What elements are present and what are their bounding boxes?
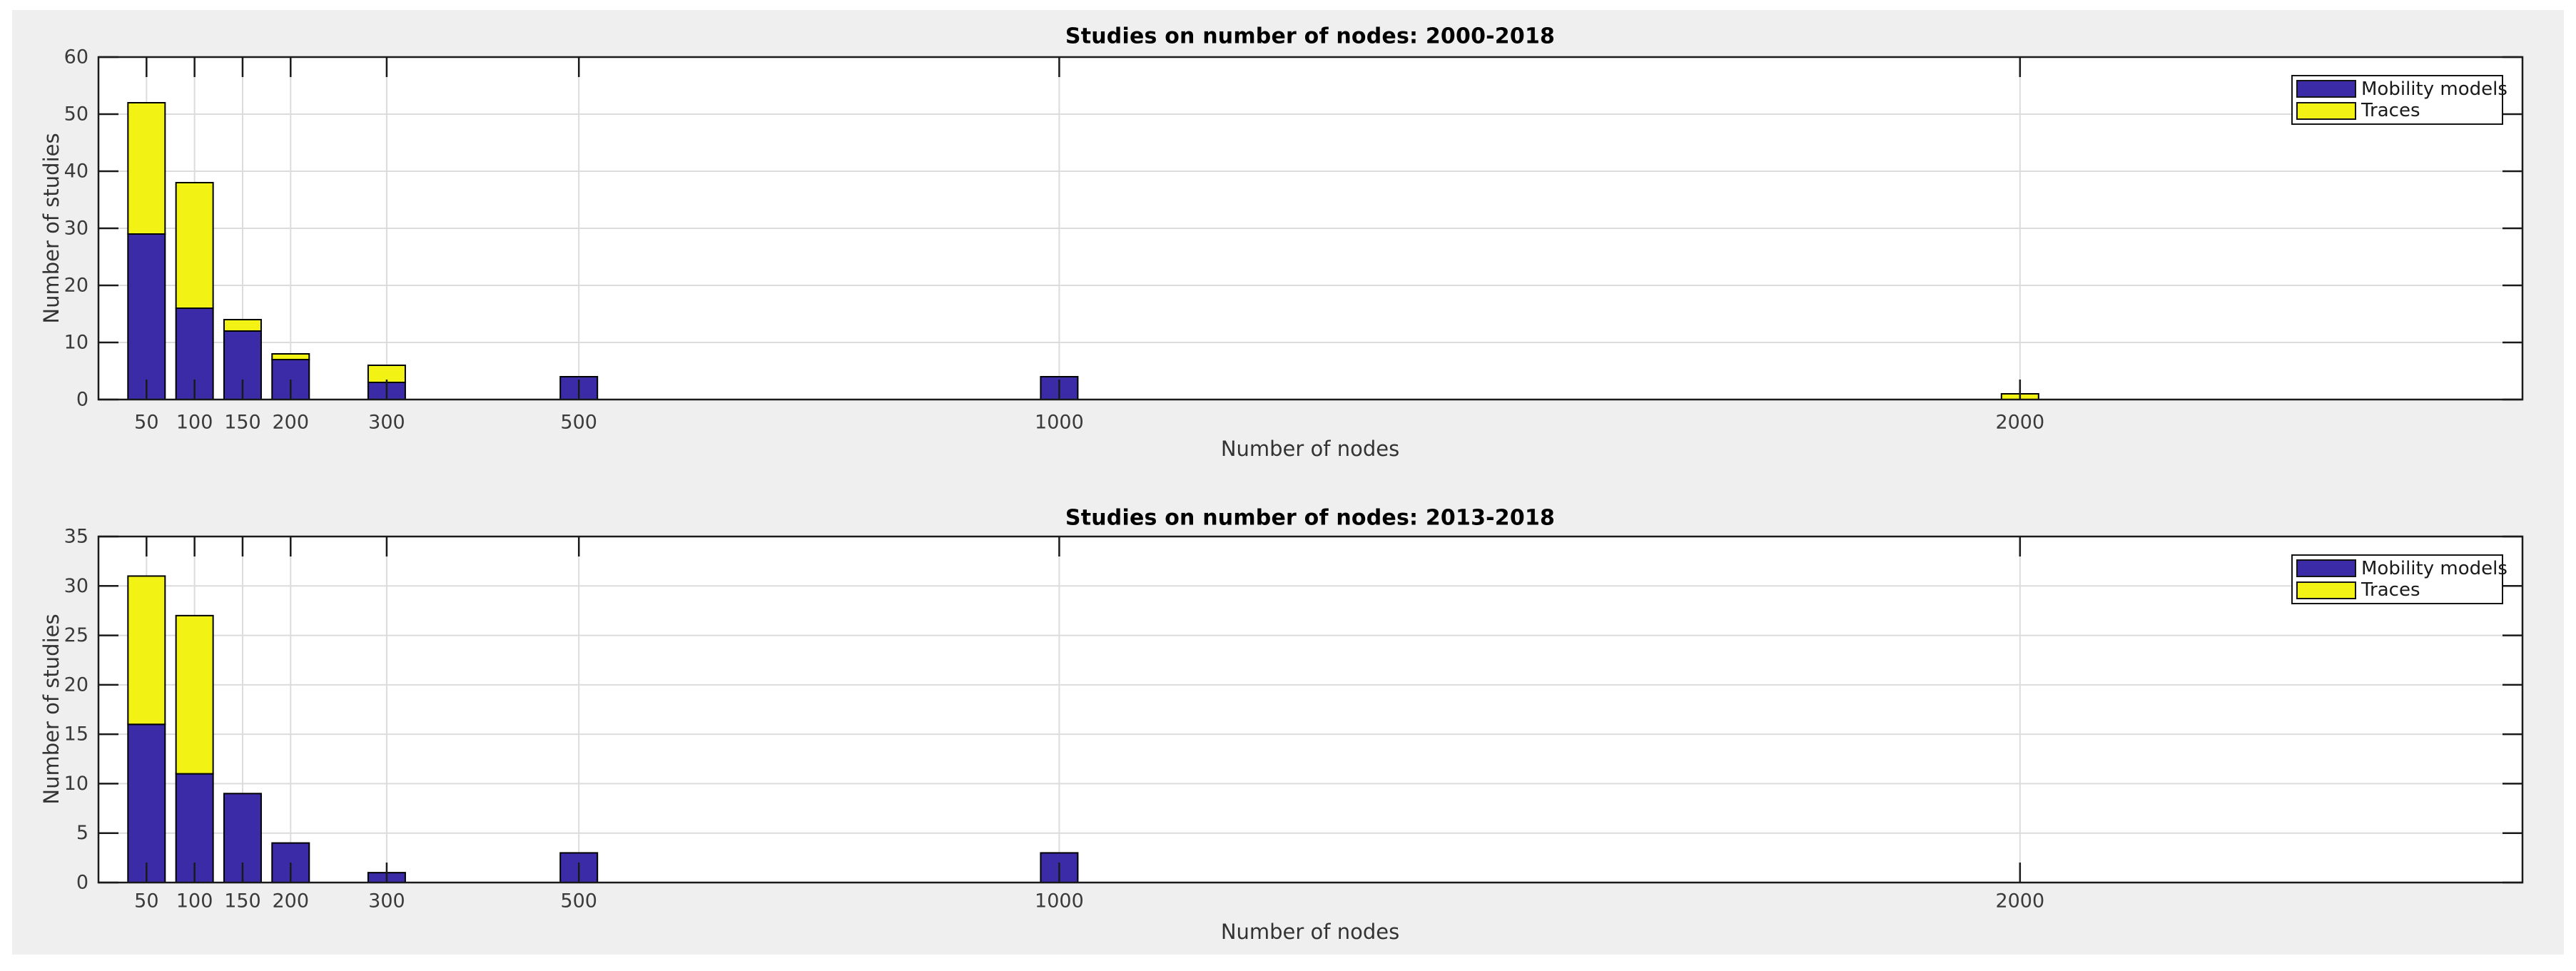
legend-row-mobility: Mobility models xyxy=(2296,78,2507,100)
legend-swatch-mobility-models xyxy=(2296,80,2356,98)
x-axis-label-top: Number of nodes xyxy=(1220,437,1400,461)
axes-box xyxy=(97,535,2524,884)
y-tick-label: 10 xyxy=(64,773,88,795)
x-tick-label: 100 xyxy=(176,412,213,434)
y-tick-label: 30 xyxy=(64,575,88,597)
legend-swatch-traces xyxy=(2296,101,2356,120)
x-tick-label: 300 xyxy=(368,412,405,434)
x-axis-label-bottom: Number of nodes xyxy=(1220,920,1400,944)
axes-box xyxy=(97,56,2524,401)
x-tick-label: 200 xyxy=(273,890,310,912)
legend-swatch-mobility-models xyxy=(2296,559,2356,578)
y-tick-label: 10 xyxy=(64,332,88,354)
bar-segment-traces-200 xyxy=(271,353,310,360)
legend-label-mobility-models: Mobility models xyxy=(2361,78,2507,100)
legend-row-traces: Traces xyxy=(2296,579,2498,601)
y-tick-label: 20 xyxy=(64,673,88,696)
y-axis-label-bottom: Number of studies xyxy=(39,614,64,805)
bar-segment-traces-150 xyxy=(223,319,262,332)
x-tick-label: 100 xyxy=(176,890,213,912)
legend-label-mobility-models: Mobility models xyxy=(2361,557,2507,579)
legend-bottom: Mobility models Traces xyxy=(2291,554,2507,604)
bar-segment-traces-50 xyxy=(127,102,166,235)
y-tick-label: 5 xyxy=(76,822,88,844)
plot-area xyxy=(98,537,2522,883)
legend-swatch-traces xyxy=(2296,581,2356,599)
y-tick-label: 40 xyxy=(64,161,88,183)
y-tick-label: 0 xyxy=(76,389,88,411)
chart-top: 0 10 20 30 40 50 60 50 100 150 200 300 500 1000 2000 xyxy=(64,46,2524,434)
bar-segment-traces-100 xyxy=(175,182,214,309)
y-tick-label: 20 xyxy=(64,275,88,297)
y-tick-label: 60 xyxy=(64,46,88,68)
chart-bottom: 0 5 10 15 20 25 30 35 50 100 150 200 300 500 1000 2000 xyxy=(64,526,2524,912)
y-tick-label: 35 xyxy=(64,526,88,548)
y-axis-label-top: Number of studies xyxy=(39,133,64,324)
x-tick-label: 2000 xyxy=(1995,412,2044,434)
legend-label-traces: Traces xyxy=(2361,100,2420,122)
bar-segment-traces-100 xyxy=(175,614,214,775)
x-tick-label: 300 xyxy=(368,890,405,912)
x-tick-label: 2000 xyxy=(1995,890,2044,912)
x-tick-label: 500 xyxy=(560,412,597,434)
y-tick-label: 30 xyxy=(64,218,88,240)
x-tick-label: 50 xyxy=(134,412,158,434)
x-tick-label: 200 xyxy=(273,412,310,434)
x-tick-label: 1000 xyxy=(1035,412,1084,434)
x-tick-label: 150 xyxy=(224,412,261,434)
legend-row-mobility: Mobility models xyxy=(2296,558,2507,579)
bar-segment-mobility-models-50 xyxy=(127,723,166,883)
x-tick-label: 150 xyxy=(224,890,261,912)
legend-row-traces: Traces xyxy=(2296,100,2498,121)
y-tick-label: 50 xyxy=(64,103,88,126)
chart-title-2000-2018: Studies on number of nodes: 2000-2018 xyxy=(1065,24,1556,49)
bar-segment-mobility-models-50 xyxy=(127,233,166,400)
y-tick-label: 15 xyxy=(64,723,88,746)
x-tick-label: 1000 xyxy=(1035,890,1084,912)
x-tick-label: 50 xyxy=(134,890,158,912)
legend-label-traces: Traces xyxy=(2361,579,2420,601)
y-tick-label: 25 xyxy=(64,624,88,646)
chart-title-2013-2018: Studies on number of nodes: 2013-2018 xyxy=(1065,505,1556,531)
legend-top: Mobility models Traces xyxy=(2291,75,2507,125)
x-tick-label: 500 xyxy=(560,890,597,912)
y-tick-label: 0 xyxy=(76,872,88,894)
bar-segment-traces-50 xyxy=(127,575,166,726)
